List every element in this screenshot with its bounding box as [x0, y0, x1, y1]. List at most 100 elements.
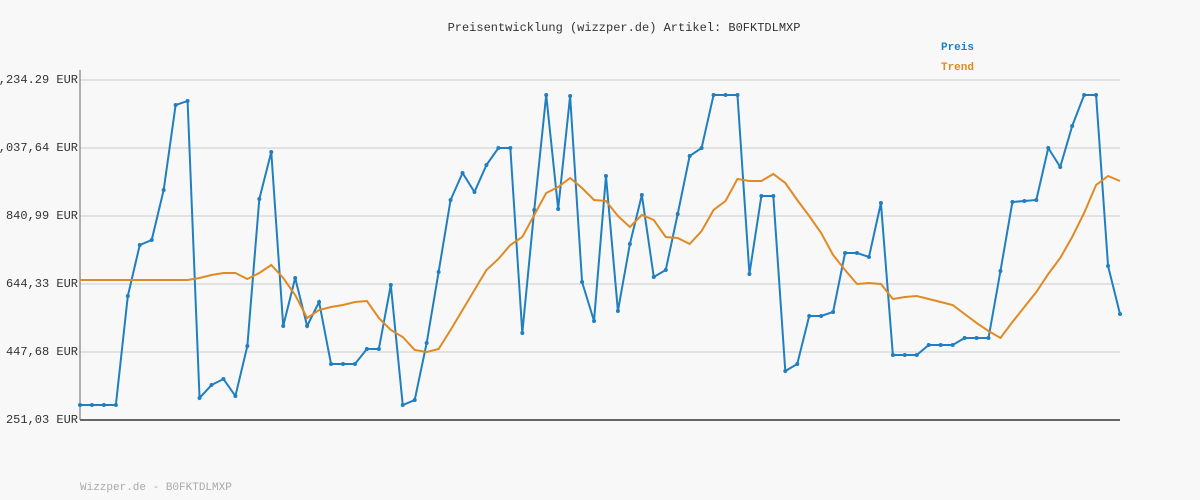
- point-marker: [78, 403, 82, 408]
- point-marker: [568, 94, 573, 99]
- point-marker: [1082, 93, 1087, 98]
- point-marker: [269, 149, 274, 154]
- point-marker: [807, 313, 812, 318]
- point-marker: [998, 269, 1003, 274]
- point-marker: [544, 93, 549, 98]
- point-marker: [317, 299, 322, 304]
- point-marker: [962, 335, 967, 340]
- point-marker: [914, 353, 919, 358]
- point-marker: [149, 237, 154, 242]
- footer: Wizzper.de - B0FKTDLMXP: [80, 482, 232, 494]
- point-marker: [101, 403, 106, 408]
- point-marker: [627, 242, 632, 247]
- point-marker: [1034, 197, 1039, 202]
- y-tick-label: 1,234.29 EUR: [0, 73, 78, 87]
- point-marker: [352, 361, 357, 366]
- series-line: [80, 94, 1121, 407]
- point-marker: [950, 343, 955, 348]
- point-marker: [603, 173, 608, 178]
- point-marker: [125, 294, 130, 299]
- y-tick-label: 644,33 EUR: [6, 277, 78, 291]
- point-marker: [412, 397, 417, 402]
- point-marker: [831, 309, 836, 314]
- point-marker: [926, 343, 931, 348]
- point-marker: [233, 394, 238, 399]
- point-marker: [866, 255, 871, 260]
- y-tick-label: 840,99 EUR: [6, 209, 78, 223]
- point-marker: [89, 403, 94, 408]
- point-marker: [723, 93, 728, 98]
- point-marker: [388, 283, 393, 288]
- point-marker: [556, 206, 561, 211]
- point-marker: [795, 361, 800, 366]
- point-marker: [843, 250, 848, 255]
- point-marker: [508, 146, 513, 151]
- point-marker: [855, 250, 860, 255]
- point-marker: [448, 197, 453, 202]
- y-tick-label: 447,68 EUR: [6, 345, 78, 359]
- y-tick-label: 251,03 EUR: [6, 413, 78, 427]
- point-marker: [245, 344, 250, 349]
- point-marker: [161, 187, 166, 192]
- point-marker: [520, 331, 525, 336]
- point-marker: [735, 93, 740, 98]
- point-marker: [819, 313, 824, 318]
- point-marker: [173, 102, 178, 107]
- point-marker: [675, 211, 680, 216]
- point-marker: [1070, 123, 1075, 128]
- point-marker: [974, 335, 979, 340]
- point-marker: [663, 268, 668, 273]
- legend-label: Preis: [941, 42, 974, 54]
- point-marker: [137, 243, 142, 248]
- point-marker: [639, 193, 644, 198]
- point-marker: [293, 275, 298, 280]
- legend-label: Trend: [941, 62, 974, 74]
- point-marker: [257, 196, 262, 201]
- point-marker: [783, 369, 788, 374]
- point-marker: [364, 346, 369, 351]
- point-marker: [1106, 263, 1111, 268]
- point-marker: [197, 395, 202, 400]
- point-marker: [615, 308, 620, 313]
- point-marker: [376, 346, 381, 351]
- point-marker: [771, 194, 776, 199]
- point-marker: [1022, 198, 1027, 203]
- point-marker: [699, 146, 704, 151]
- point-marker: [890, 353, 895, 358]
- point-marker: [472, 189, 477, 194]
- point-marker: [687, 154, 692, 159]
- point-marker: [305, 323, 310, 328]
- point-marker: [221, 376, 226, 381]
- point-marker: [902, 353, 907, 358]
- point-marker: [1010, 199, 1015, 204]
- point-marker: [484, 162, 489, 167]
- point-marker: [460, 170, 465, 175]
- point-marker: [424, 341, 429, 346]
- point-marker: [1094, 93, 1099, 98]
- point-marker: [651, 274, 656, 279]
- point-marker: [878, 200, 883, 205]
- point-marker: [759, 194, 764, 199]
- point-marker: [1046, 146, 1051, 151]
- series-line: [80, 172, 1121, 354]
- chart-title: Preisentwicklung (wizzper.de) Artikel: B…: [448, 21, 801, 35]
- y-tick-label: 1,037,64 EUR: [0, 141, 78, 155]
- point-marker: [580, 280, 585, 285]
- point-marker: [340, 361, 345, 366]
- point-marker: [1058, 164, 1063, 169]
- point-marker: [496, 146, 501, 151]
- point-marker: [747, 271, 752, 276]
- point-marker: [281, 323, 286, 328]
- point-marker: [938, 343, 943, 348]
- point-marker: [113, 403, 118, 408]
- point-marker: [329, 361, 334, 366]
- point-marker: [400, 403, 405, 408]
- point-marker: [185, 98, 190, 103]
- point-marker: [436, 269, 441, 274]
- point-marker: [209, 383, 214, 388]
- point-marker: [592, 319, 597, 324]
- point-marker: [711, 93, 716, 98]
- point-marker: [1118, 311, 1122, 316]
